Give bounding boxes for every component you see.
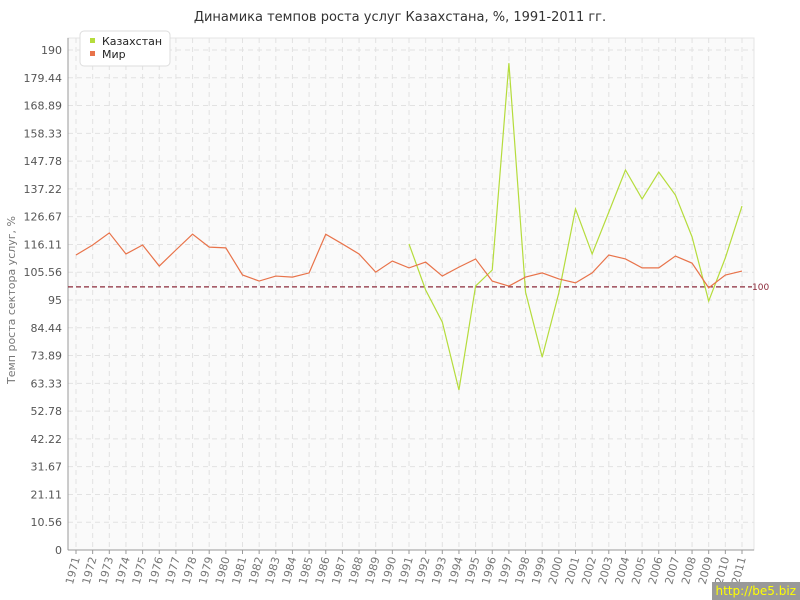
y-tick-label: 190: [41, 44, 62, 57]
y-tick-label: 116.11: [24, 238, 63, 251]
legend-box: [79, 30, 171, 67]
y-tick-label: 42.22: [31, 433, 63, 446]
y-tick-label: 84.44: [31, 322, 63, 335]
y-tick-label: 158.33: [24, 127, 63, 140]
y-tick-label: 179.44: [24, 72, 63, 85]
legend-label: Казахстан: [102, 35, 162, 48]
legend-marker: [90, 51, 95, 56]
watermark[interactable]: http://be5.biz: [711, 582, 800, 600]
chart-title: Динамика темпов роста услуг Казахстана, …: [193, 10, 607, 25]
y-tick-label: 95: [48, 294, 62, 307]
legend-marker: [90, 38, 95, 43]
y-tick-label: 63.33: [31, 377, 63, 390]
y-tick-label: 73.89: [31, 350, 63, 363]
series-line-kazakhstan: [408, 63, 743, 391]
y-tick-label: 105.56: [24, 266, 63, 279]
y-axis-label: Темп роста сектора услуг, %: [5, 216, 18, 385]
y-tick-label: 168.89: [24, 100, 63, 113]
y-tick-label: 147.78: [24, 155, 63, 168]
y-tick-label: 21.11: [31, 488, 63, 501]
y-tick-label: 31.67: [31, 461, 63, 474]
plot-area: [67, 37, 755, 551]
y-tick-label: 137.22: [24, 183, 63, 196]
y-tick-label: 52.78: [31, 405, 63, 418]
series-line-world: [75, 232, 743, 289]
y-tick-label: 0: [55, 544, 62, 557]
reference-line-label: 100: [752, 283, 769, 293]
y-tick-label: 126.67: [24, 211, 63, 224]
legend-label: Мир: [102, 48, 126, 61]
y-tick-label: 10.56: [31, 516, 63, 529]
